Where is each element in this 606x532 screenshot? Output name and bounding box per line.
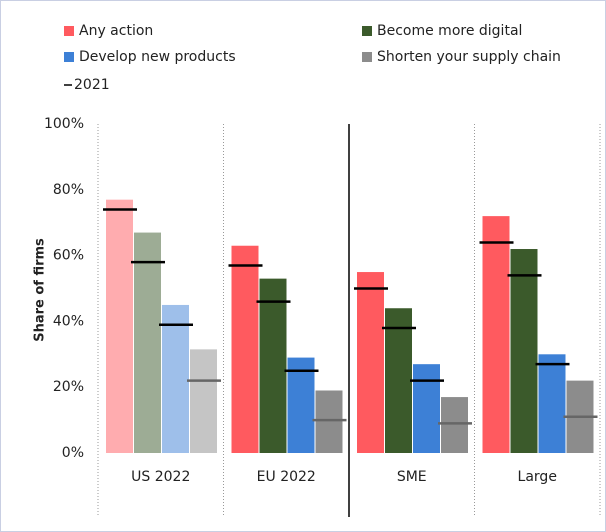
legend-label: Develop new products bbox=[79, 49, 236, 65]
legend-label: Become more digital bbox=[377, 23, 522, 39]
legend-label: Any action bbox=[79, 23, 153, 39]
y-tick-label: 100% bbox=[44, 116, 84, 132]
legend-swatch bbox=[362, 52, 372, 62]
bar bbox=[441, 397, 468, 453]
bar bbox=[287, 357, 315, 453]
legend-swatch bbox=[64, 52, 74, 62]
y-tick-label: 40% bbox=[53, 313, 84, 329]
y-tick-label: 80% bbox=[53, 182, 84, 198]
y-tick-label: 60% bbox=[53, 248, 84, 264]
bar bbox=[357, 272, 384, 453]
bar bbox=[315, 390, 343, 453]
legend-label: Shorten your supply chain bbox=[377, 49, 561, 65]
bar bbox=[231, 245, 259, 453]
legend-swatch bbox=[362, 26, 372, 36]
x-tick-label: Large bbox=[518, 469, 557, 485]
bar bbox=[190, 349, 217, 453]
x-tick-label: SME bbox=[397, 469, 427, 485]
legend-swatch bbox=[64, 26, 74, 36]
bar bbox=[482, 216, 510, 453]
bar bbox=[134, 232, 161, 453]
bar bbox=[385, 308, 412, 453]
y-tick-label: 0% bbox=[62, 445, 84, 461]
bar bbox=[106, 199, 133, 453]
x-tick-label: EU 2022 bbox=[257, 469, 316, 485]
bar bbox=[259, 278, 287, 453]
bar bbox=[162, 304, 189, 453]
bar bbox=[538, 354, 566, 453]
x-tick-label: US 2022 bbox=[131, 469, 190, 485]
bar bbox=[413, 364, 440, 453]
y-axis-label: Share of firms bbox=[33, 238, 48, 342]
y-tick-label: 20% bbox=[53, 379, 84, 395]
bar bbox=[510, 249, 538, 453]
legend-label: 2021 bbox=[74, 77, 110, 93]
